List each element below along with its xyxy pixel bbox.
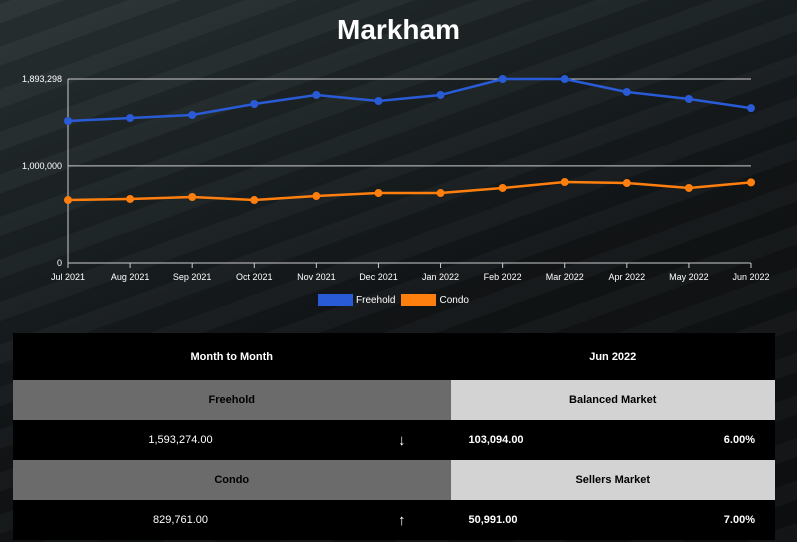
legend-item-condo[interactable]: Condo [401,294,469,306]
data-point-condo [684,183,693,192]
legend-label: Condo [439,294,469,306]
x-tick-label: Dec 2021 [359,272,398,282]
freehold-price: 1,593,274.00 [13,420,398,460]
x-tick-label: Jul 2021 [51,272,85,282]
x-tick-label: Sep 2021 [173,272,212,282]
data-point-freehold [64,117,72,126]
y-tick-label: 0 [57,258,62,268]
x-tick-label: Apr 2022 [609,272,646,282]
data-point-condo [622,179,631,188]
series-line-condo [67,180,752,202]
data-point-condo [188,193,197,202]
x-tick-label: Feb 2022 [484,272,522,282]
legend-swatch [401,294,437,306]
market-table: Month to Month Jun 2022 Freehold Balance… [13,333,775,540]
x-tick-label: Oct 2021 [236,272,273,282]
page-title: Markham [337,14,460,45]
header-month-to-month: Month to Month [13,333,451,380]
condo-price: 829,761.00 [13,500,398,540]
data-point-freehold [684,94,693,103]
x-tick-label: Aug 2021 [111,272,150,282]
y-tick-label: 1,893,298 [22,74,62,84]
freehold-change: 103,094.00 [450,420,642,460]
y-tick-label: 1,000,000 [22,161,62,171]
data-point-freehold [250,100,259,109]
legend-label: Freehold [356,294,396,306]
x-tick-label: Jan 2022 [422,272,459,282]
data-point-freehold [622,87,631,96]
arrow-up-icon: ↑ [398,500,451,540]
data-point-condo [436,189,445,198]
data-point-freehold [498,75,507,83]
line-chart: 0 1,000,000 1,893,298 Jul 2021 Aug 2021 Sep 2… [22,74,769,282]
condo-market: Sellers Market [450,460,775,500]
series-line-freehold [67,77,752,123]
data-point-condo [374,189,383,198]
x-tick-label: May 2022 [669,272,709,282]
x-tick-label: Mar 2022 [546,272,584,282]
data-point-freehold [436,90,445,99]
data-point-condo [250,196,259,205]
condo-label: Condo [13,460,451,500]
data-point-condo [747,178,755,187]
freehold-label: Freehold [13,380,451,420]
data-point-condo [64,196,72,205]
data-point-freehold [747,104,755,113]
data-point-freehold [560,75,569,84]
data-point-freehold [188,110,197,119]
data-point-freehold [374,96,383,105]
condo-change: 50,991.00 [450,500,642,540]
freehold-percent: 6.00% [641,420,775,460]
condo-percent: 7.00% [641,500,775,540]
data-point-condo [560,178,569,187]
data-point-condo [126,194,135,203]
x-tick-label: Nov 2021 [297,272,336,282]
legend-item-freehold[interactable]: Freehold [318,294,395,306]
x-tick-label: Jun 2022 [732,272,769,282]
freehold-market: Balanced Market [450,380,775,420]
header-date: Jun 2022 [450,333,775,380]
chart-legend: Freehold Condo [318,294,475,306]
data-point-freehold [126,114,135,123]
data-point-condo [312,192,321,201]
arrow-down-icon: ↓ [398,420,451,460]
data-point-condo [498,183,507,192]
legend-swatch [318,294,353,306]
data-point-freehold [312,90,321,99]
